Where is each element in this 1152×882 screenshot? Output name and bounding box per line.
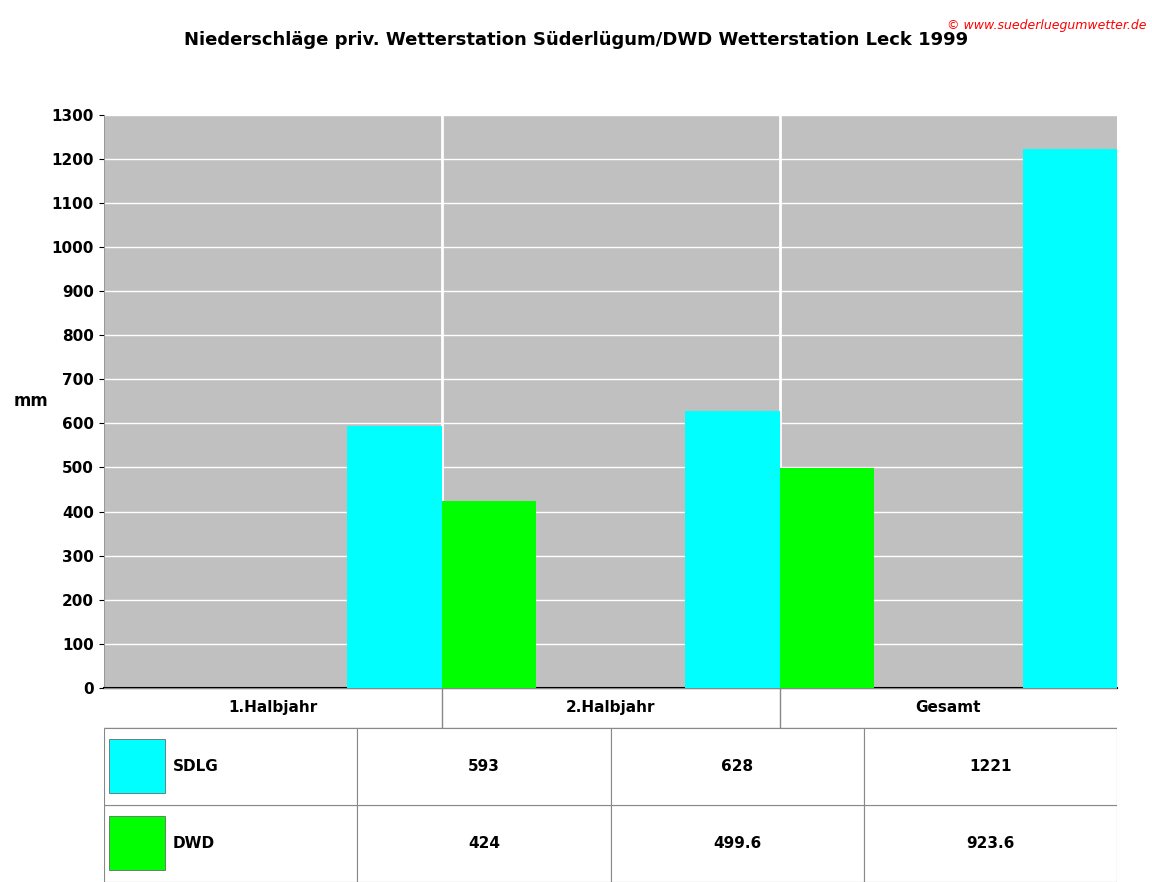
- Text: 2.Halbjahr: 2.Halbjahr: [566, 700, 655, 715]
- Text: DWD: DWD: [173, 836, 214, 851]
- Bar: [611, 804, 864, 882]
- Bar: [1023, 149, 1117, 688]
- Text: 593: 593: [468, 759, 500, 774]
- Bar: [108, 739, 165, 793]
- Bar: [1117, 280, 1152, 688]
- Text: Gesamt: Gesamt: [916, 700, 982, 715]
- Text: Niederschläge priv. Wetterstation Süderlügum/DWD Wetterstation Leck 1999: Niederschläge priv. Wetterstation Süderl…: [184, 31, 968, 49]
- Text: © www.suederluegumwetter.de: © www.suederluegumwetter.de: [947, 19, 1146, 33]
- Bar: [357, 728, 611, 804]
- Y-axis label: mm: mm: [14, 392, 48, 410]
- Bar: [108, 817, 165, 871]
- Bar: [685, 411, 780, 688]
- Bar: [347, 427, 441, 688]
- Bar: [104, 728, 357, 804]
- Text: 923.6: 923.6: [967, 836, 1015, 851]
- Text: 1221: 1221: [970, 759, 1011, 774]
- Text: 424: 424: [468, 836, 500, 851]
- Text: 499.6: 499.6: [713, 836, 761, 851]
- Text: SDLG: SDLG: [173, 759, 219, 774]
- Bar: [780, 467, 874, 688]
- Text: 1.Halbjahr: 1.Halbjahr: [228, 700, 317, 715]
- Bar: [864, 804, 1117, 882]
- Text: 628: 628: [721, 759, 753, 774]
- Bar: [357, 804, 611, 882]
- Bar: [611, 728, 864, 804]
- Bar: [864, 728, 1117, 804]
- Bar: [441, 501, 536, 688]
- Bar: [104, 804, 357, 882]
